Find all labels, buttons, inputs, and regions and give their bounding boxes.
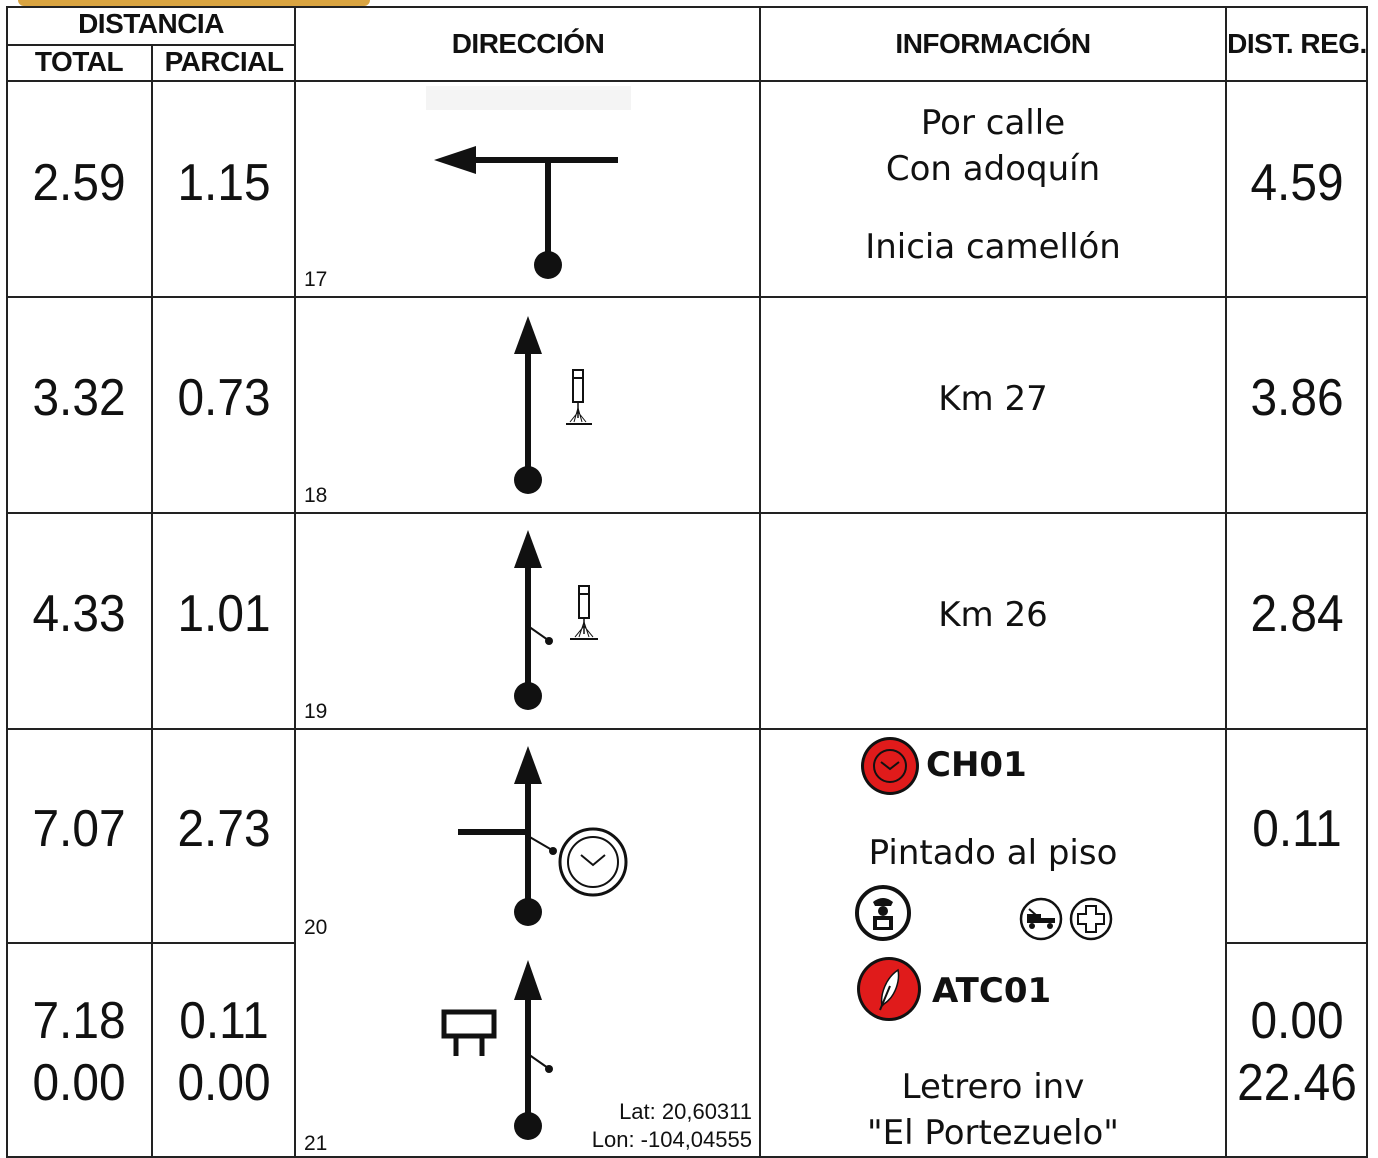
info-line: Letrero inv bbox=[760, 1064, 1226, 1110]
info-text: Km 27 bbox=[760, 376, 1226, 422]
police-icon bbox=[854, 884, 912, 942]
info-text: Pintado al piso bbox=[760, 830, 1226, 876]
control-badge-label: ATC01 bbox=[932, 968, 1051, 1014]
info-line: "El Portezuelo" bbox=[760, 1110, 1226, 1156]
dist-reg-value: 0.11 bbox=[1232, 798, 1363, 860]
info-text: Km 26 bbox=[760, 592, 1226, 638]
dist-reg-value: 4.59 bbox=[1232, 152, 1363, 214]
total-value: 4.33 bbox=[12, 583, 146, 645]
parcial-value: 0.11 bbox=[158, 990, 290, 1052]
header-distancia: DISTANCIA bbox=[6, 8, 296, 40]
header-parcial: PARCIAL bbox=[152, 46, 296, 78]
latitude: Lat: 20,60311 bbox=[560, 1098, 752, 1126]
info-line: Inicia camellón bbox=[760, 224, 1226, 270]
tow-truck-icon bbox=[1018, 896, 1064, 942]
total-value: 2.59 bbox=[12, 152, 146, 214]
info-line: Por calle bbox=[760, 100, 1226, 146]
total-value: 3.32 bbox=[12, 367, 146, 429]
coordinates: Lat: 20,60311 Lon: -104,04555 bbox=[560, 1098, 752, 1154]
time-control-icon bbox=[860, 736, 920, 796]
total-value: 7.07 bbox=[12, 798, 146, 860]
longitude: Lon: -104,04555 bbox=[560, 1126, 752, 1154]
total-value: 7.18 bbox=[12, 990, 146, 1052]
dist-reg-value: 0.00 bbox=[1232, 990, 1363, 1052]
turn-left-t-junction-icon bbox=[296, 82, 760, 296]
feather-control-icon bbox=[856, 956, 922, 1022]
control-badge-label: CH01 bbox=[926, 742, 1027, 788]
parcial-value: 0.73 bbox=[158, 367, 290, 429]
parcial-value: 0.00 bbox=[158, 1052, 290, 1114]
parcial-value: 1.15 bbox=[158, 152, 290, 214]
header-informacion: INFORMACIÓN bbox=[760, 28, 1226, 60]
parcial-value: 2.73 bbox=[158, 798, 290, 860]
straight-left-junction-clock-icon bbox=[296, 730, 760, 942]
header-direccion: DIRECCIÓN bbox=[296, 28, 760, 60]
dist-reg-value: 2.84 bbox=[1232, 583, 1363, 645]
straight-with-km-post-icon bbox=[296, 298, 760, 512]
parcial-value: 1.01 bbox=[158, 583, 290, 645]
info-line: Con adoquín bbox=[760, 146, 1226, 192]
info-text: Por calle Con adoquín Inicia camellón bbox=[760, 100, 1226, 270]
header-dist-reg: DIST. REG. bbox=[1226, 28, 1368, 60]
info-text: Letrero inv "El Portezuelo" bbox=[760, 1064, 1226, 1156]
total-value: 0.00 bbox=[12, 1052, 146, 1114]
medical-cross-icon bbox=[1068, 896, 1114, 942]
header-total: TOTAL bbox=[6, 46, 152, 78]
dist-reg-value: 22.46 bbox=[1232, 1052, 1363, 1114]
dist-reg-value: 3.86 bbox=[1232, 367, 1363, 429]
straight-with-km-post-icon bbox=[296, 514, 760, 728]
